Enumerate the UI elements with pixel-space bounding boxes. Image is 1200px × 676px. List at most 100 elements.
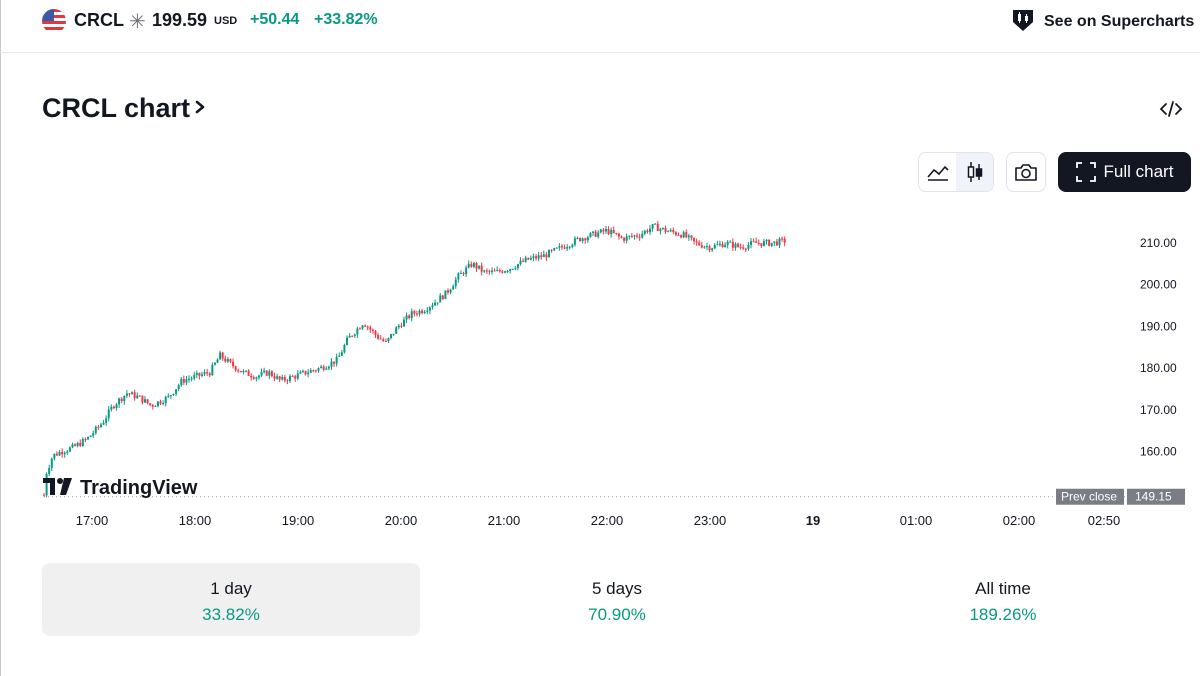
candle — [566, 244, 569, 252]
price-change-percent: +33.82% — [314, 11, 378, 28]
candle — [156, 401, 159, 408]
candle — [762, 238, 765, 247]
candle — [555, 247, 558, 249]
period-1-day[interactable]: 1 day 33.82% — [42, 563, 420, 636]
candle — [66, 449, 69, 455]
expand-icon — [1075, 162, 1096, 182]
candle — [757, 239, 760, 246]
candle — [672, 227, 675, 235]
chart-title: CRCL chart — [42, 93, 191, 123]
candle — [628, 235, 631, 240]
price-tick-label: 170.00 — [1140, 403, 1177, 417]
price-chart[interactable]: 210.00 200.00 190.00 180.00 170.00 160.00 17:… — [0, 195, 1200, 540]
candle — [138, 394, 141, 397]
candle — [493, 268, 496, 272]
candle — [346, 335, 349, 346]
period-all-time[interactable]: All time 189.26% — [814, 563, 1192, 636]
candle — [356, 326, 359, 338]
candle — [390, 333, 393, 340]
price-change-absolute: +50.44 — [250, 11, 300, 28]
candle — [750, 238, 753, 249]
candle — [289, 374, 292, 384]
candle — [410, 308, 413, 322]
candle — [465, 265, 468, 278]
period-label: 1 day — [210, 579, 252, 598]
candle — [237, 368, 240, 373]
candle — [501, 270, 504, 274]
candle — [434, 299, 437, 306]
candle — [61, 448, 64, 458]
candle — [387, 337, 390, 343]
candle — [537, 251, 540, 262]
candle — [105, 415, 108, 426]
candle — [674, 231, 677, 237]
candle — [527, 257, 530, 261]
candle — [470, 261, 473, 268]
candle — [325, 366, 328, 371]
candle — [602, 227, 605, 235]
candle — [216, 358, 219, 363]
candle — [314, 369, 317, 373]
see-on-supercharts-link[interactable]: See on Supercharts — [1010, 8, 1194, 36]
candle — [571, 243, 574, 249]
candle — [568, 245, 571, 250]
candle — [206, 368, 209, 377]
candle — [392, 333, 395, 336]
candle — [286, 378, 289, 385]
candle — [625, 233, 628, 244]
candle — [169, 394, 172, 400]
candle — [374, 329, 377, 338]
candle — [58, 450, 61, 457]
candle — [366, 325, 369, 331]
candle — [423, 309, 426, 314]
candle — [81, 437, 84, 447]
snapshot-button[interactable] — [1006, 152, 1046, 192]
candle — [563, 244, 566, 250]
candle — [247, 369, 250, 377]
candle — [693, 237, 696, 245]
candle — [107, 405, 110, 422]
candle — [783, 236, 786, 247]
candle — [265, 369, 268, 377]
prev-close-label-box — [1056, 488, 1124, 505]
candle — [110, 404, 113, 412]
candle — [193, 371, 196, 381]
time-tick-label: 23:00 — [694, 513, 727, 528]
candle — [379, 335, 382, 340]
candle — [120, 397, 123, 404]
candle — [579, 237, 582, 242]
candle — [63, 451, 66, 458]
time-tick-label: 01:00 — [900, 513, 933, 528]
candle — [224, 355, 227, 363]
candle — [89, 435, 92, 438]
area-chart-button[interactable] — [919, 153, 956, 191]
candle — [208, 372, 211, 378]
candle — [535, 253, 538, 261]
candle — [291, 374, 294, 378]
candle — [540, 252, 543, 260]
embed-code-icon[interactable] — [1158, 97, 1184, 121]
candle — [519, 257, 522, 266]
currency-label: USD — [214, 15, 238, 27]
candle — [721, 241, 724, 248]
ticker-symbol[interactable]: CRCL — [74, 10, 124, 30]
candle — [53, 453, 56, 461]
full-chart-button[interactable]: Full chart — [1058, 152, 1191, 192]
candle — [182, 375, 185, 386]
candle — [245, 370, 248, 373]
candle — [711, 247, 714, 253]
candle — [115, 402, 118, 411]
candle — [361, 324, 364, 330]
candle — [687, 233, 690, 241]
chart-title-link[interactable]: CRCL chart — [42, 93, 208, 124]
candle — [594, 229, 597, 238]
candle — [532, 253, 535, 262]
price-tick-label: 190.00 — [1140, 319, 1177, 333]
candle — [553, 247, 556, 252]
candles-button[interactable] — [956, 153, 993, 191]
candle — [203, 369, 206, 377]
candle — [172, 393, 175, 396]
candle — [716, 240, 719, 246]
candle — [485, 268, 488, 274]
period-5-days[interactable]: 5 days 70.90% — [428, 563, 806, 636]
